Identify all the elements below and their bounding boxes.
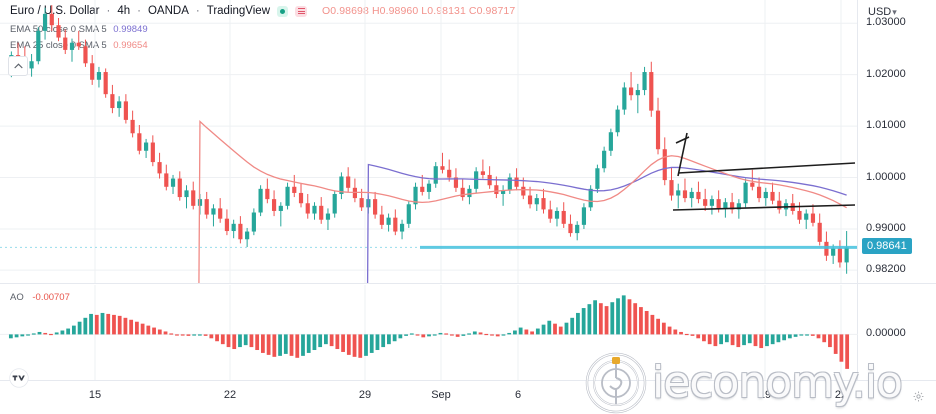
tradingview-logo[interactable] [9, 368, 29, 388]
ao-axis[interactable]: 0.00000 [858, 285, 936, 380]
pane-divider[interactable] [0, 283, 936, 284]
price-axis-label: 1.02000 [866, 67, 906, 80]
time-axis[interactable]: 15 22 29 Sep 6 19 22 [0, 381, 936, 414]
time-axis-label: 29 [358, 389, 372, 401]
legend-separator-2: · [137, 5, 141, 17]
ohlc-values: O0.98698 H0.98960 L0.98131 C0.98717 [322, 5, 516, 17]
price-axis[interactable]: USD▾ 1.03000 1.02000 1.01000 1.00000 0.99000… [858, 0, 936, 283]
time-axis-label: 6 [514, 389, 522, 401]
legend-separator-3: · [195, 5, 200, 17]
time-axis-label: 15 [88, 389, 102, 401]
ao-legend[interactable]: AO -0.00707 [10, 292, 70, 303]
indicator-legend-ema25[interactable]: EMA 25 close 0 SMA 5 0.99654 [10, 40, 148, 51]
time-axis-label: Sep [431, 389, 451, 401]
time-axis-label: 22 [834, 389, 848, 401]
time-axis-separator [0, 380, 936, 381]
axis-vertical-separator [857, 0, 858, 380]
time-axis-label: 22 [223, 389, 237, 401]
price-axis-label: 0.99000 [866, 222, 906, 234]
gear-icon[interactable] [913, 391, 924, 402]
chevron-down-icon[interactable]: ▾ [892, 7, 897, 17]
price-axis-label: 1.00000 [866, 170, 906, 183]
chart-legend-header: Euro / U.S. Dollar · 4h · OANDA · Tradin… [10, 5, 515, 17]
price-axis-unit-label: USD [868, 6, 892, 18]
ao-chart-canvas [0, 285, 858, 380]
price-axis-label: 1.03000 [866, 16, 906, 29]
price-axis-label: 1.01000 [866, 119, 906, 132]
exchange-label[interactable]: OANDA [147, 5, 189, 17]
ao-legend-name: AO [10, 292, 24, 303]
square-dot-icon[interactable] [277, 5, 289, 17]
ao-axis-label: 0.00000 [866, 327, 906, 340]
current-price-label[interactable]: 0.98641 [862, 238, 912, 255]
price-chart-pane[interactable] [0, 0, 858, 283]
chevron-up-icon [13, 63, 23, 69]
list-menu-icon[interactable] [295, 5, 308, 17]
indicator-value-ema50: 0.99849 [113, 24, 148, 35]
legend-separator-1: · [106, 5, 111, 17]
ao-indicator-pane[interactable] [0, 285, 858, 380]
collapse-pane-button[interactable] [8, 56, 28, 76]
indicator-name-ema25: EMA 25 close 0 SMA 5 [10, 40, 107, 51]
time-axis-label: 19 [758, 389, 772, 401]
indicator-value-ema25: 0.99654 [113, 40, 148, 51]
price-axis-label: 0.98200 [866, 263, 906, 276]
source-label[interactable]: TradingView [206, 5, 271, 17]
price-axis-unit[interactable]: USD▾ [868, 6, 897, 18]
ao-legend-value: -0.00707 [32, 292, 70, 303]
price-chart-canvas [0, 0, 858, 283]
symbol-title[interactable]: Euro / U.S. Dollar [10, 5, 100, 17]
interval-label[interactable]: 4h [117, 5, 131, 17]
